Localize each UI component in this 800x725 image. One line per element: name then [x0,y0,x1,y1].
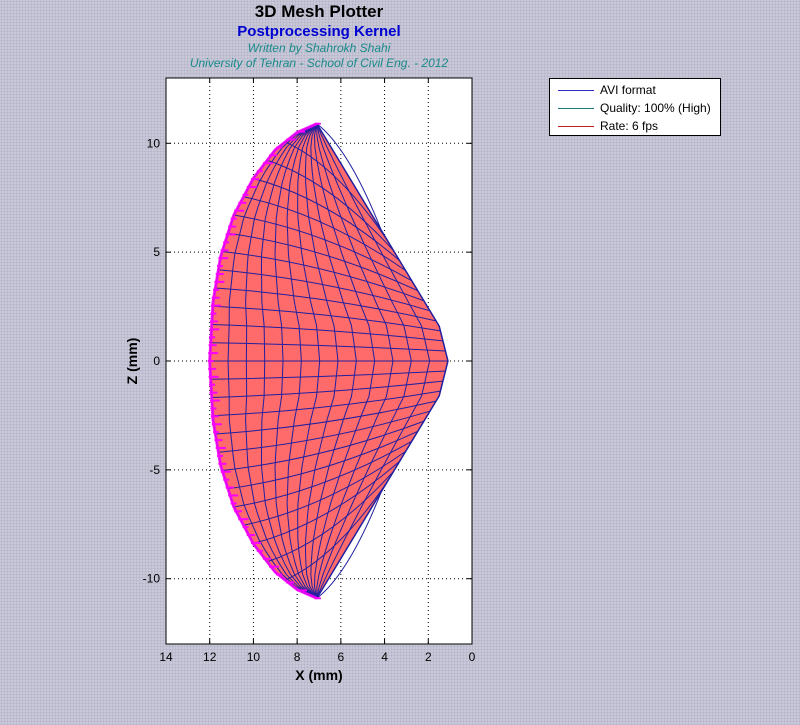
x-tick-label: 4 [381,650,388,664]
mesh-line-row [210,342,446,352]
y-tick-label: 10 [147,136,161,150]
mesh-line-column [316,123,412,599]
legend: AVI format Quality: 100% (High) Rate: 6 … [549,78,721,136]
mesh-line-row [316,123,382,231]
mesh-line-column [316,123,394,599]
mesh-line-row [267,471,394,563]
chart-title: 3D Mesh Plotter [254,2,384,21]
x-tick-label: 14 [159,650,173,664]
x-tick-label: 6 [338,650,345,664]
y-axis-label: Z (mm) [124,338,140,385]
author-credit: Written by Shahrokh Shahi [247,41,391,55]
mesh-line-row [253,177,400,261]
legend-swatch-2 [558,125,594,127]
affiliation-credit: University of Tehran - School of Civil E… [189,56,449,70]
x-tick-label: 2 [425,650,432,664]
mesh-line-row [212,305,441,332]
mesh-line-column [245,123,318,599]
mesh-line-row [210,370,446,380]
edge-highlight [208,122,318,600]
legend-label: AVI format [600,83,656,97]
mesh-line-row [267,159,394,251]
mesh-line-column [314,123,376,599]
mesh-line-column [260,123,318,599]
mesh-line-column [310,123,357,599]
chart-subtitle: Postprocessing Kernel [237,23,401,40]
x-tick-label: 8 [294,650,301,664]
mesh-line-row [316,491,382,599]
mesh-line-row [215,400,437,435]
legend-swatch-1 [558,107,594,109]
mesh-surface [207,122,449,600]
axis-ticks: 14 12 10 8 6 4 2 0 10 5 0 -5 -10 [143,78,476,664]
mesh-line-row [218,269,431,312]
mesh-line-row [218,410,431,453]
mesh-line-row [253,461,400,545]
chart-titles: 3D Mesh Plotter Postprocessing Kernel Wr… [166,0,472,71]
legend-entry: Rate: 6 fps [558,117,658,135]
mesh-line-column [274,123,318,599]
mesh-line-row [243,196,406,272]
mesh-line-row [212,390,441,417]
mesh-line-column [316,123,431,599]
mesh-line-row [215,287,437,322]
legend-entry: Quality: 100% (High) [558,99,711,117]
mesh-line-row [211,380,443,399]
y-tick-label: -10 [143,572,161,586]
mesh-line-row [222,250,425,302]
mesh-line-row [243,450,406,526]
y-tick-label: 5 [153,245,160,259]
mesh-line-row [284,141,388,241]
legend-label: Rate: 6 fps [600,119,659,133]
x-tick-label: 0 [469,650,476,664]
x-axis-label: X (mm) [295,667,342,683]
mesh-line-row [284,481,388,581]
legend-entry: AVI format [558,81,656,99]
legend-swatch-0 [558,89,594,91]
x-tick-label: 12 [203,650,217,664]
mesh-outline-right [316,123,449,599]
mesh-line-row [211,323,443,342]
mesh-line-row [222,420,425,472]
mesh-line-column [304,123,339,599]
mesh-line-column [286,123,318,599]
y-tick-label: -5 [149,463,160,477]
y-tick-label: 0 [153,354,160,368]
mesh-line-column [227,123,318,599]
mesh-line-column [297,123,321,599]
legend-label: Quality: 100% (High) [600,101,711,115]
x-tick-label: 10 [247,650,261,664]
